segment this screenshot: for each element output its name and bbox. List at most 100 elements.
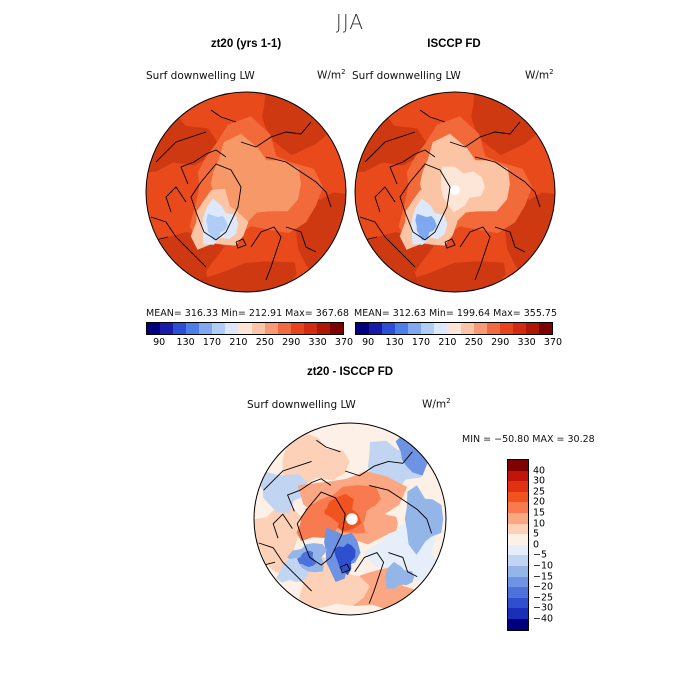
- colorbar-tick-label: 0: [533, 539, 540, 551]
- colorbar-swatch: [277, 323, 291, 334]
- colorbar-swatch: [290, 323, 304, 334]
- figure-title: JJA: [335, 10, 365, 34]
- coastline: [180, 149, 227, 185]
- colorbar-swatch: [356, 323, 370, 334]
- colorbar-swatch: [382, 323, 396, 334]
- coastline: [474, 156, 541, 208]
- colorbar-swatch: [508, 608, 528, 619]
- colorbar-swatch: [199, 323, 213, 334]
- colorbar-swatch: [508, 587, 528, 598]
- colorbar-tick-label: −10: [533, 560, 554, 572]
- coastline: [316, 439, 341, 453]
- coastline: [339, 563, 351, 574]
- contour-region: [440, 166, 485, 213]
- colorbar-swatch: [460, 323, 474, 334]
- colorbar-tick-label: 210: [438, 337, 457, 348]
- colorbar-swatch: [508, 481, 528, 492]
- coastline: [359, 216, 416, 268]
- coastline: [165, 186, 187, 213]
- pole-hole: [346, 513, 358, 525]
- coastline: [388, 552, 418, 578]
- colorbar-tick-label: 250: [255, 337, 274, 348]
- colorbar-tick-label: −40: [533, 613, 554, 625]
- map-border: [253, 422, 447, 616]
- colorbar-swatch: [225, 323, 239, 334]
- colorbar-swatch: [508, 502, 528, 513]
- colorbar-swatch: [508, 512, 528, 524]
- panel-title-obs: ISCCP FD: [427, 38, 481, 50]
- colorbar-tick-label: 210: [229, 337, 248, 348]
- coastline: [240, 121, 312, 148]
- coastline: [285, 226, 317, 253]
- panel-variable-obs: Surf downwelling LW: [352, 70, 461, 82]
- coastline: [494, 226, 526, 253]
- contour-region: [206, 213, 228, 241]
- colorbar-swatch: [447, 323, 461, 334]
- colorbar-swatch: [147, 323, 161, 334]
- colorbar-obs: 90 130 170 210 250 290 330 370: [355, 322, 562, 348]
- coastline: [369, 484, 433, 534]
- colorbar-swatch: [473, 323, 487, 334]
- colorbar-swatch: [369, 323, 383, 334]
- colorbar-tick-label: 40: [533, 465, 546, 477]
- coastline: [459, 226, 491, 281]
- colorbar-tick-label: 25: [533, 486, 546, 498]
- colorbar-swatch: [408, 323, 422, 334]
- coastline: [250, 226, 282, 281]
- panel-title-model: zt20 (yrs 1-1): [210, 38, 282, 50]
- coastline: [235, 238, 247, 249]
- coastline: [389, 149, 436, 185]
- coastline: [263, 460, 312, 491]
- colorbar-swatch: [434, 323, 448, 334]
- colorbar-tick-label: 90: [362, 337, 375, 348]
- colorbar-swatch: [173, 323, 187, 334]
- panel-title-diff: zt20 - ISCCP FD: [306, 366, 394, 378]
- colorbar-tick-label: 30: [533, 475, 546, 487]
- colorbar-tick-label: −25: [533, 592, 554, 604]
- coastline: [374, 186, 396, 213]
- colorbar-tick-label: −20: [533, 581, 554, 593]
- colorbar-swatch: [508, 576, 528, 588]
- coastline: [419, 109, 446, 123]
- colorbar-tick-label: 250: [464, 337, 483, 348]
- colorbar-swatch: [508, 565, 528, 577]
- colorbar-tick-label: 10: [533, 518, 546, 530]
- colorbar-swatch: [303, 323, 317, 334]
- coastline: [258, 542, 312, 592]
- stats-model: MEAN= 316.33 Min= 212.91 Max= 367.68: [146, 308, 350, 319]
- colorbar-tick-label: 20: [533, 496, 546, 508]
- colorbar-tick-label: 330: [308, 337, 327, 348]
- colorbar-tick-label: 170: [411, 337, 431, 348]
- pole-hole: [450, 185, 460, 195]
- coastline: [296, 491, 346, 566]
- coastline: [287, 478, 332, 512]
- colorbar-swatch: [508, 523, 528, 535]
- coastline: [210, 109, 237, 123]
- coastline: [190, 163, 242, 241]
- colorbar-tick-label: 370: [334, 337, 354, 348]
- stats-diff: MIN = −50.80 MAX = 30.28: [462, 434, 595, 445]
- colorbar-swatch: [508, 555, 528, 566]
- colorbar-diff: [507, 459, 529, 631]
- panel-variable-model: Surf downwelling LW: [146, 70, 255, 82]
- colorbar-tick-label: 290: [282, 337, 301, 348]
- coastline: [345, 451, 413, 477]
- contour-region: [404, 485, 444, 555]
- colorbar-swatch: [508, 470, 528, 482]
- panel-units-obs: W/m2: [525, 68, 554, 82]
- colorbar-tick-label: 130: [385, 337, 404, 348]
- colorbar-tick-label: 5: [533, 528, 540, 540]
- contour-region: [282, 431, 350, 486]
- colorbar-tick-label: 90: [153, 337, 166, 348]
- colorbar-model: 90 130 170 210 250 290 330 370: [146, 322, 353, 348]
- coastline: [354, 552, 385, 604]
- contour-region: [296, 550, 317, 567]
- colorbar-tick-label: 330: [517, 337, 536, 348]
- colorbar-swatch: [508, 597, 528, 609]
- panel-units-model: W/m2: [317, 68, 346, 82]
- colorbar-swatch: [508, 460, 528, 471]
- contour-region: [257, 471, 311, 513]
- stats-obs: MEAN= 312.63 Min= 199.64 Max= 355.75: [354, 308, 558, 319]
- colorbar-swatch: [395, 323, 409, 334]
